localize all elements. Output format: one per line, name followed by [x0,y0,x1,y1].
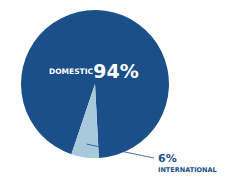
slice-name: INTERNATIONAL [158,166,217,174]
pie-slice [21,10,169,158]
leader-line [87,144,154,158]
slice-name: DOMESTIC [49,67,93,76]
pie-chart: DOMESTIC94% 6%INTERNATIONAL [0,0,233,189]
data-label: 94% [93,60,138,82]
slices [21,10,169,158]
chart-container: DOMESTIC94% 6%INTERNATIONAL [0,0,233,189]
data-label: 6% [158,152,177,165]
pie-slice [71,84,98,158]
